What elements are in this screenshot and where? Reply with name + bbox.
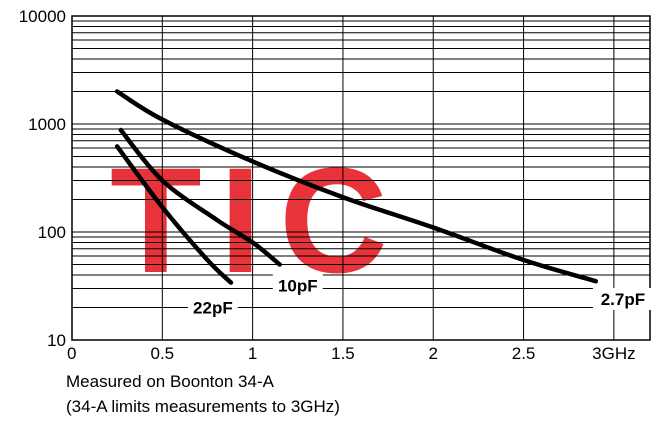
series-label-2.7pF: 2.7pF [601, 290, 645, 309]
plot-border [71, 15, 651, 341]
x-tick-label: 0 [67, 344, 76, 363]
x-tick-label: 1.5 [331, 344, 355, 363]
x-axis-ticks: 0 0.5 1 1.5 2 2.5 3GHz [67, 344, 636, 363]
watermark: TIC [110, 136, 406, 304]
chart-grid [71, 16, 650, 341]
y-tick-label: 100 [38, 223, 66, 242]
series-labels: 2.7pF 10pF 22pF [187, 274, 653, 319]
series-label-box [187, 296, 238, 319]
series-label-10pF: 10pF [278, 276, 318, 295]
series-label-box [592, 287, 653, 310]
y-tick-label: 10000 [19, 7, 66, 26]
y-tick-label: 1000 [28, 115, 66, 134]
measurement-limit-note: (34-A limits measurements to 3GHz) [66, 397, 340, 416]
x-tick-label: 2.5 [512, 344, 536, 363]
x-tick-label: 0.5 [150, 344, 174, 363]
watermark-text: TIC [110, 136, 406, 304]
x-tick-label: 3GHz [592, 344, 635, 363]
x-tick-label: 2 [429, 344, 438, 363]
series-line-2.7pF [114, 89, 599, 284]
chart-series [114, 89, 599, 285]
plot-frame [71, 15, 651, 341]
series-line-10pF [118, 127, 282, 267]
x-tick-label: 1 [248, 344, 257, 363]
series-label-box [272, 274, 323, 297]
y-tick-label: 10 [47, 331, 66, 350]
series-label-22pF: 22pF [193, 298, 233, 317]
measurement-note: Measured on Boonton 34-A [66, 372, 274, 391]
y-axis-ticks: 10 100 1000 10000 [19, 7, 66, 350]
series-line-22pF [114, 144, 234, 285]
